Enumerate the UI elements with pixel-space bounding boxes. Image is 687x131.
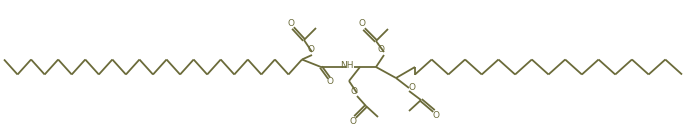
Text: O: O <box>308 45 315 54</box>
Text: NH: NH <box>340 61 354 70</box>
Text: O: O <box>409 83 416 91</box>
Text: O: O <box>326 78 333 86</box>
Text: O: O <box>433 111 440 119</box>
Text: O: O <box>350 88 357 97</box>
Text: O: O <box>287 18 295 28</box>
Text: O: O <box>350 116 357 125</box>
Text: O: O <box>377 45 385 54</box>
Text: O: O <box>359 20 365 29</box>
